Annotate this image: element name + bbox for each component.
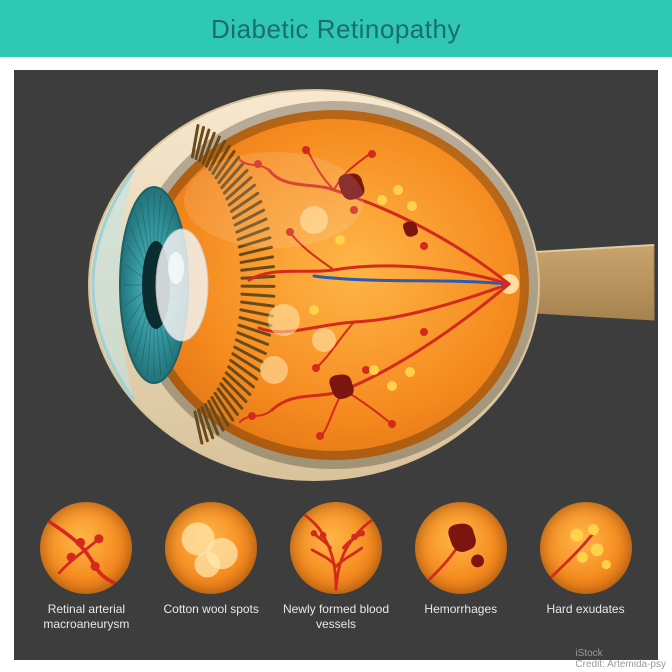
watermark: iStockCredit: Artemida-psy <box>575 648 666 670</box>
legend-swatch-wool <box>165 502 257 594</box>
legend-swatch-neovessels <box>290 502 382 594</box>
header: Diabetic Retinopathy <box>0 0 672 57</box>
page-title: Diabetic Retinopathy <box>0 14 672 45</box>
legend-swatch-exudate <box>540 502 632 594</box>
legend-label: Hard exudates <box>547 602 625 617</box>
eye-illustration <box>14 70 658 500</box>
legend-swatch-hemorrhage <box>415 502 507 594</box>
legend-label: Newly formed blood vessels <box>277 602 395 632</box>
legend-label: Cotton wool spots <box>163 602 258 617</box>
legend-item-exudate: Hard exudates <box>527 502 645 617</box>
legend-item-neovessels: Newly formed blood vessels <box>277 502 395 632</box>
legend-row: Retinal arterial macroaneurysm Cotton woo… <box>14 502 658 650</box>
legend-swatch-macroaneurysm <box>40 502 132 594</box>
legend-item-wool: Cotton wool spots <box>152 502 270 617</box>
legend-item-hemorrhage: Hemorrhages <box>402 502 520 617</box>
legend-label: Retinal arterial macroaneurysm <box>27 602 145 632</box>
legend-label: Hemorrhages <box>424 602 497 617</box>
diagram-panel: Retinal arterial macroaneurysm Cotton woo… <box>14 70 658 660</box>
legend-item-macroaneurysm: Retinal arterial macroaneurysm <box>27 502 145 632</box>
